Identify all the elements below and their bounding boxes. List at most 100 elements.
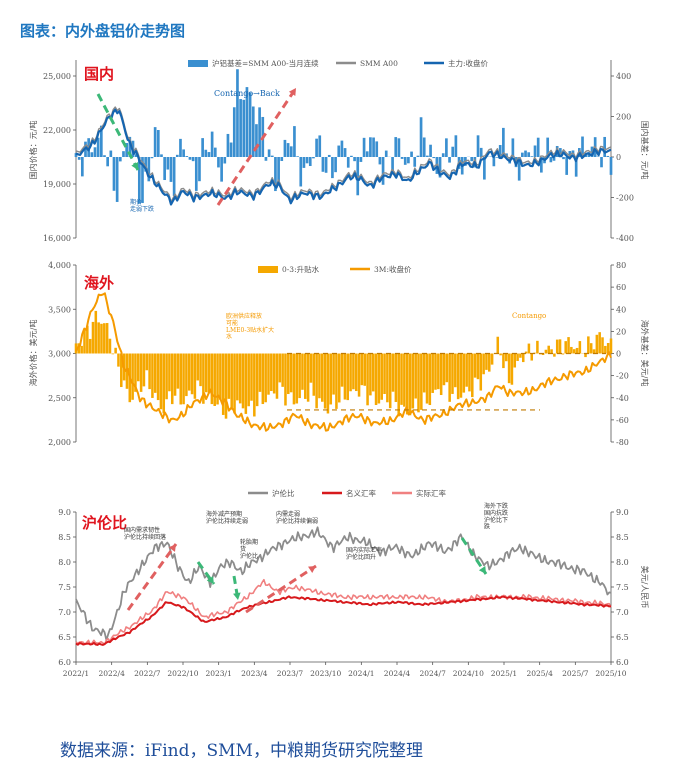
domestic-basis-bar bbox=[413, 157, 417, 167]
domestic-basis-bar bbox=[353, 157, 356, 162]
overseas-basis-bar bbox=[295, 353, 299, 404]
overseas-basis-bar bbox=[527, 343, 531, 354]
domestic-basis-bar bbox=[609, 157, 613, 175]
overseas-basis-bar bbox=[595, 334, 599, 354]
overseas-basis-bar bbox=[578, 341, 582, 354]
ratio-annot-6: 海外下跌国内抗跌沪伦比下跌 bbox=[484, 502, 508, 531]
overseas-basis-bar bbox=[363, 353, 366, 386]
overseas-basis-bar bbox=[91, 321, 95, 354]
ratio-right-tick-label: 6.0 bbox=[616, 658, 629, 667]
ratio-x-tick-label: 2025/1 bbox=[491, 669, 517, 678]
overseas-basis-bar bbox=[318, 353, 321, 399]
domestic-basis-bar bbox=[274, 157, 277, 192]
ratio-right-tick-label: 7.0 bbox=[616, 608, 629, 617]
ratio-x-tick-label: 2023/7 bbox=[277, 669, 304, 678]
overseas-basis-bar bbox=[210, 353, 214, 405]
ratio-green-arrow-3-head bbox=[478, 566, 486, 574]
domestic-ylabel-left: 国内价格：元/吨 bbox=[28, 121, 38, 180]
domestic-basis-bar bbox=[210, 131, 214, 157]
ratio-left-tick-label: 7.0 bbox=[58, 608, 71, 617]
domestic-basis-bar bbox=[185, 156, 189, 157]
ratio-annot-3: 轮胎期货沪伦比 bbox=[240, 538, 258, 560]
overseas-basis-bar bbox=[267, 353, 270, 395]
overseas-right-tick-label: -60 bbox=[616, 416, 629, 425]
overseas-basis-bar bbox=[606, 342, 610, 354]
overseas-basis-bar bbox=[173, 353, 177, 396]
domestic-basis-bar bbox=[213, 147, 217, 157]
domestic-basis-bar bbox=[321, 157, 325, 172]
overseas-basis-bar bbox=[162, 353, 166, 414]
ratio-annot-4: 内需走弱沪伦比持续偏弱 bbox=[276, 510, 318, 525]
domestic-basis-bar bbox=[299, 157, 303, 187]
overseas-basis-bar bbox=[349, 353, 352, 392]
overseas-basis-bar bbox=[454, 353, 457, 388]
domestic-basis-bar bbox=[293, 126, 296, 157]
domestic-basis-bar bbox=[346, 157, 350, 168]
domestic-basis-bar bbox=[194, 157, 198, 191]
overseas-basis-bar bbox=[371, 353, 375, 392]
overseas-basis-bar bbox=[148, 353, 151, 390]
ratio-right-tick-label: 6.5 bbox=[616, 633, 629, 642]
overseas-basis-bar bbox=[386, 353, 389, 403]
ratio-right-tick-label: 9.0 bbox=[616, 508, 629, 517]
overseas-annot-europe: 欧洲供应释放可能 LME0-3贴水扩大水 bbox=[226, 312, 274, 341]
domestic-basis-bar bbox=[144, 157, 147, 172]
overseas-basis-bar bbox=[553, 353, 556, 357]
overseas-basis-bar bbox=[420, 353, 423, 410]
domestic-basis-bar bbox=[232, 107, 236, 157]
ratio-x-tick-label: 2024/10 bbox=[453, 669, 484, 678]
overseas-basis-bar bbox=[485, 353, 488, 370]
domestic-basis-bar bbox=[476, 135, 480, 157]
domestic-basis-bar bbox=[308, 157, 312, 167]
overseas-basis-bar bbox=[431, 353, 434, 393]
overseas-left-tick-label: 4,000 bbox=[48, 261, 71, 270]
overseas-basis-bar bbox=[94, 310, 98, 354]
ratio-left-tick-label: 8.0 bbox=[58, 558, 71, 567]
overseas-basis-bar bbox=[405, 353, 409, 415]
overseas-basis-bar bbox=[335, 353, 338, 409]
overseas-basis-bar bbox=[524, 351, 528, 354]
domestic-basis-bar bbox=[267, 149, 271, 157]
domestic-basis-bar bbox=[305, 157, 309, 164]
overseas-basis-bar bbox=[555, 339, 559, 354]
domestic-basis-bar bbox=[125, 143, 128, 157]
domestic-basis-bar bbox=[470, 157, 474, 162]
overseas-basis-bar bbox=[258, 353, 262, 392]
overseas-basis-bar bbox=[541, 353, 545, 356]
overseas-basis-bar bbox=[462, 353, 466, 393]
overseas-basis-bar bbox=[422, 353, 426, 393]
domestic-basis-bar bbox=[492, 157, 496, 167]
ratio-x-tick-label: 2024/1 bbox=[348, 669, 374, 678]
overseas-basis-bar bbox=[417, 353, 420, 413]
domestic-basis-bar bbox=[207, 152, 211, 157]
overseas-basis-bar bbox=[609, 338, 613, 354]
domestic-basis-bar bbox=[365, 151, 369, 157]
domestic-basis-bar bbox=[175, 154, 179, 157]
overseas-basis-bar bbox=[570, 346, 573, 354]
domestic-basis-bar bbox=[559, 148, 562, 157]
domestic-basis-bar bbox=[600, 157, 603, 168]
domestic-basis-bar bbox=[118, 157, 122, 162]
overseas-basis-bar bbox=[111, 353, 115, 355]
ratio-red-arrow-1 bbox=[126, 543, 178, 611]
domestic-basis-bar bbox=[438, 157, 442, 178]
overseas-basis-bar bbox=[589, 343, 593, 354]
overseas-basis-bar bbox=[253, 353, 256, 417]
domestic-basis-bar bbox=[201, 138, 204, 157]
overseas-basis-bar bbox=[255, 353, 259, 407]
overseas-basis-bar bbox=[510, 353, 514, 385]
overseas-basis-bar bbox=[204, 353, 208, 393]
domestic-basis-bar bbox=[128, 136, 132, 157]
domestic-basis-bar bbox=[217, 157, 220, 168]
overseas-basis-bar bbox=[88, 338, 92, 354]
domestic-basis-bar bbox=[318, 135, 322, 157]
domestic-right-tick-label: 400 bbox=[616, 72, 631, 81]
overseas-basis-bar bbox=[567, 337, 570, 354]
overseas-basis-bar bbox=[380, 353, 383, 400]
domestic-basis-bar bbox=[565, 157, 569, 175]
domestic-basis-bar bbox=[242, 99, 246, 157]
overseas-basis-bar bbox=[488, 353, 491, 372]
overseas-basis-bar bbox=[403, 353, 406, 407]
domestic-basis-bar bbox=[451, 146, 455, 157]
overseas-basis-bar bbox=[360, 353, 364, 386]
